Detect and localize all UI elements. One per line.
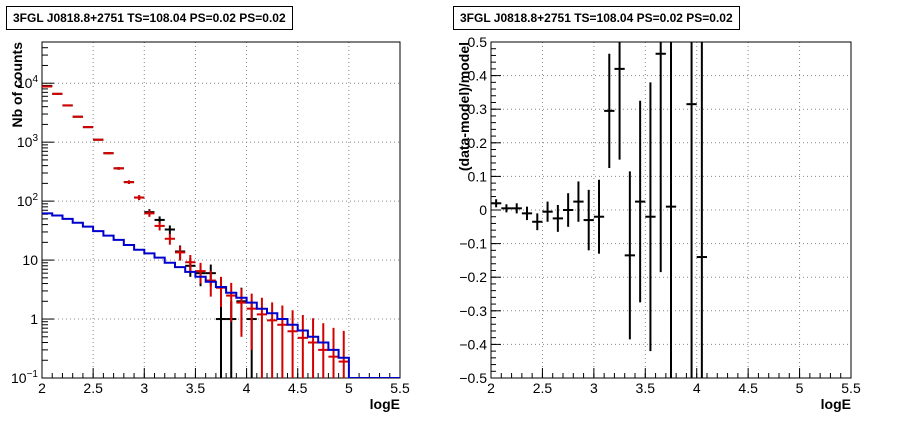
model-point: [318, 323, 329, 378]
model-point: [72, 115, 83, 118]
model-point: [185, 254, 196, 273]
model-point: [154, 222, 165, 231]
residuals-ytick-label: 0.3: [468, 101, 488, 117]
residuals-panel: 2 2.5 3 3.5 4 4.5 5 5.5 −0.5 −0.4 −0.3 −0.2 −0.1 0 0.1…: [456, 34, 861, 412]
data-point: [164, 225, 175, 235]
model-point: [123, 180, 135, 184]
residual-point: [635, 100, 646, 303]
counts-xtick-label: 4.5: [288, 380, 308, 396]
residual-point: [686, 42, 697, 378]
residuals-ytick-label: 0.2: [468, 135, 488, 151]
model-point: [297, 315, 308, 378]
model-point: [103, 152, 114, 155]
model-point: [307, 318, 319, 378]
residuals-xtick-label: 2: [487, 380, 495, 396]
model-point: [226, 282, 237, 322]
residual-point: [511, 203, 522, 214]
model-point: [328, 327, 339, 378]
model-point: [164, 233, 175, 245]
model-point: [62, 104, 73, 107]
residuals-ytick-label: −0.3: [459, 303, 487, 319]
model-point: [144, 210, 155, 217]
residual-point: [542, 201, 553, 222]
residuals-xtick-label: 4.5: [738, 380, 758, 396]
residuals-y-axis-label: (data-model)/model: [456, 42, 472, 171]
background-model-step-line: [42, 212, 400, 378]
residual-point: [655, 42, 666, 273]
counts-panel: 2 2.5 3 3.5 4 4.5 5 5.5 10−1 1 10 102 103 104 logE Nb o…: [9, 41, 410, 412]
model-point: [42, 85, 53, 88]
counts-xtick-label: 4: [243, 380, 251, 396]
residuals-ytick-label: 0.5: [468, 34, 488, 50]
model-point: [205, 270, 216, 297]
model-point: [236, 288, 247, 337]
counts-ytick-label: 103: [17, 133, 39, 150]
residuals-ytick-label: 0: [479, 202, 487, 218]
residual-point: [563, 193, 574, 227]
residual-point: [583, 189, 594, 251]
model-point: [134, 195, 145, 201]
model-point: [287, 310, 298, 378]
counts-xtick-label: 2.5: [83, 380, 103, 396]
counts-xtick-label: 5: [345, 380, 353, 396]
residuals-data-layer: [491, 42, 707, 378]
model-point: [277, 305, 288, 378]
residuals-ytick-label: −0.1: [459, 236, 487, 252]
model-point: [338, 330, 349, 378]
model-point: [93, 138, 104, 141]
model-point: [82, 126, 94, 129]
counts-xtick-label: 3: [140, 380, 148, 396]
model-point: [215, 276, 227, 308]
residual-point: [491, 199, 502, 208]
residual-point: [604, 53, 615, 168]
counts-ytick-label: 102: [17, 192, 39, 209]
counts-ytick-label: 10: [22, 252, 38, 268]
counts-xtick-label: 5.5: [390, 380, 410, 396]
residuals-xtick-label: 3.5: [636, 380, 656, 396]
model-point: [267, 302, 278, 378]
residual-point: [532, 213, 543, 231]
counts-ytick-label: 1: [30, 311, 38, 327]
model-point: [256, 297, 268, 378]
residuals-ytick-label: 0.4: [468, 68, 488, 84]
left-chart-title: 3FGL J0818.8+2751 TS=108.04 PS=0.02 PS=0…: [6, 6, 293, 30]
residuals-xtick-label: 3: [590, 380, 598, 396]
residuals-xtick-label: 5: [796, 380, 804, 396]
residuals-ytick-label: −0.4: [459, 336, 487, 352]
model-point: [52, 92, 63, 95]
counts-xtick-label: 2: [38, 380, 46, 396]
residual-point: [552, 204, 563, 232]
residuals-ytick-label: −0.2: [459, 269, 487, 285]
residual-point: [593, 179, 605, 254]
counts-data-layer: [42, 84, 400, 378]
residuals-ytick-label: −0.5: [459, 370, 487, 386]
right-chart-title: 3FGL J0818.8+2751 TS=108.04 PS=0.02 PS=0…: [453, 6, 740, 30]
counts-x-axis-label: logE: [370, 396, 400, 412]
residuals-x-axis-label: logE: [821, 396, 851, 412]
counts-ytick-label: 104: [17, 74, 39, 91]
residual-point: [645, 82, 656, 352]
residuals-xtick-label: 4: [693, 380, 701, 396]
model-point: [195, 262, 206, 284]
residuals-xtick-label: 5.5: [841, 380, 861, 396]
model-point: [113, 167, 124, 170]
data-point: [215, 301, 227, 378]
residual-point: [665, 42, 677, 378]
residual-point: [624, 171, 635, 340]
model-point: [174, 246, 186, 261]
residual-point: [696, 42, 707, 378]
residuals-ytick-label: 0.1: [468, 168, 488, 184]
counts-ytick-label: 10−1: [11, 369, 38, 386]
counts-xtick-label: 3.5: [186, 380, 206, 396]
residuals-xtick-label: 2.5: [533, 380, 553, 396]
residual-point: [573, 181, 584, 222]
counts-y-axis-label: Nb of counts: [9, 42, 25, 128]
residual-point: [521, 206, 533, 221]
residual-point: [614, 42, 625, 160]
residual-point: [501, 204, 512, 213]
